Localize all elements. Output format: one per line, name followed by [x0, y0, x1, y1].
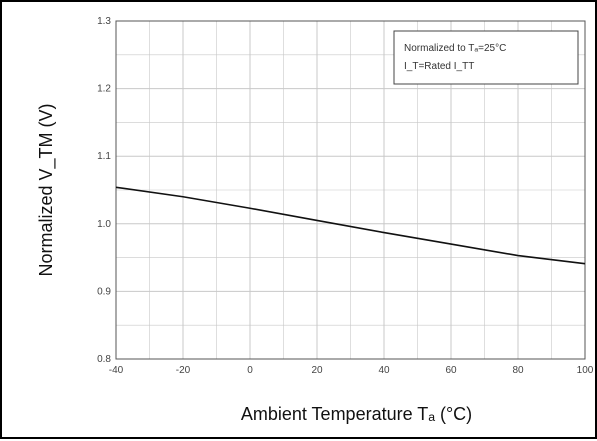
- x-tick-labels: -40 -20 0 20 40 60 80 100: [109, 365, 594, 376]
- x-tick-label: 100: [577, 365, 594, 376]
- y-tick-label: 1.0: [97, 219, 111, 230]
- y-tick-label: 0.9: [97, 286, 111, 297]
- x-axis-label: Ambient Temperature Tₐ (°C): [241, 404, 472, 424]
- x-tick-label: 80: [512, 365, 524, 376]
- legend-box: [393, 30, 579, 85]
- series-line: [115, 186, 586, 265]
- legend-line-1: Normalized to Tₐ=25°C: [404, 43, 506, 54]
- x-tick-label: 60: [445, 365, 457, 376]
- y-tick-label: 1.3: [97, 16, 111, 27]
- x-tick-label: -20: [176, 365, 191, 376]
- y-tick-label: 0.8: [97, 354, 111, 365]
- x-tick-label: 40: [378, 365, 390, 376]
- y-tick-label: 1.2: [97, 84, 111, 95]
- x-tick-label: -40: [109, 365, 124, 376]
- y-tick-label: 1.1: [97, 151, 111, 162]
- legend-line-2: I_T=Rated I_TT: [404, 61, 474, 72]
- series: [115, 186, 586, 265]
- y-tick-labels: 0.8 0.9 1.0 1.1 1.2 1.3: [97, 16, 111, 365]
- x-tick-label: 20: [311, 365, 323, 376]
- plot-area: [115, 20, 586, 360]
- legend: Normalized to Tₐ=25°C I_T=Rated I_TT: [393, 30, 579, 85]
- x-tick-label: 0: [247, 365, 253, 376]
- y-axis-label: Normalized V_TM (V): [36, 103, 57, 276]
